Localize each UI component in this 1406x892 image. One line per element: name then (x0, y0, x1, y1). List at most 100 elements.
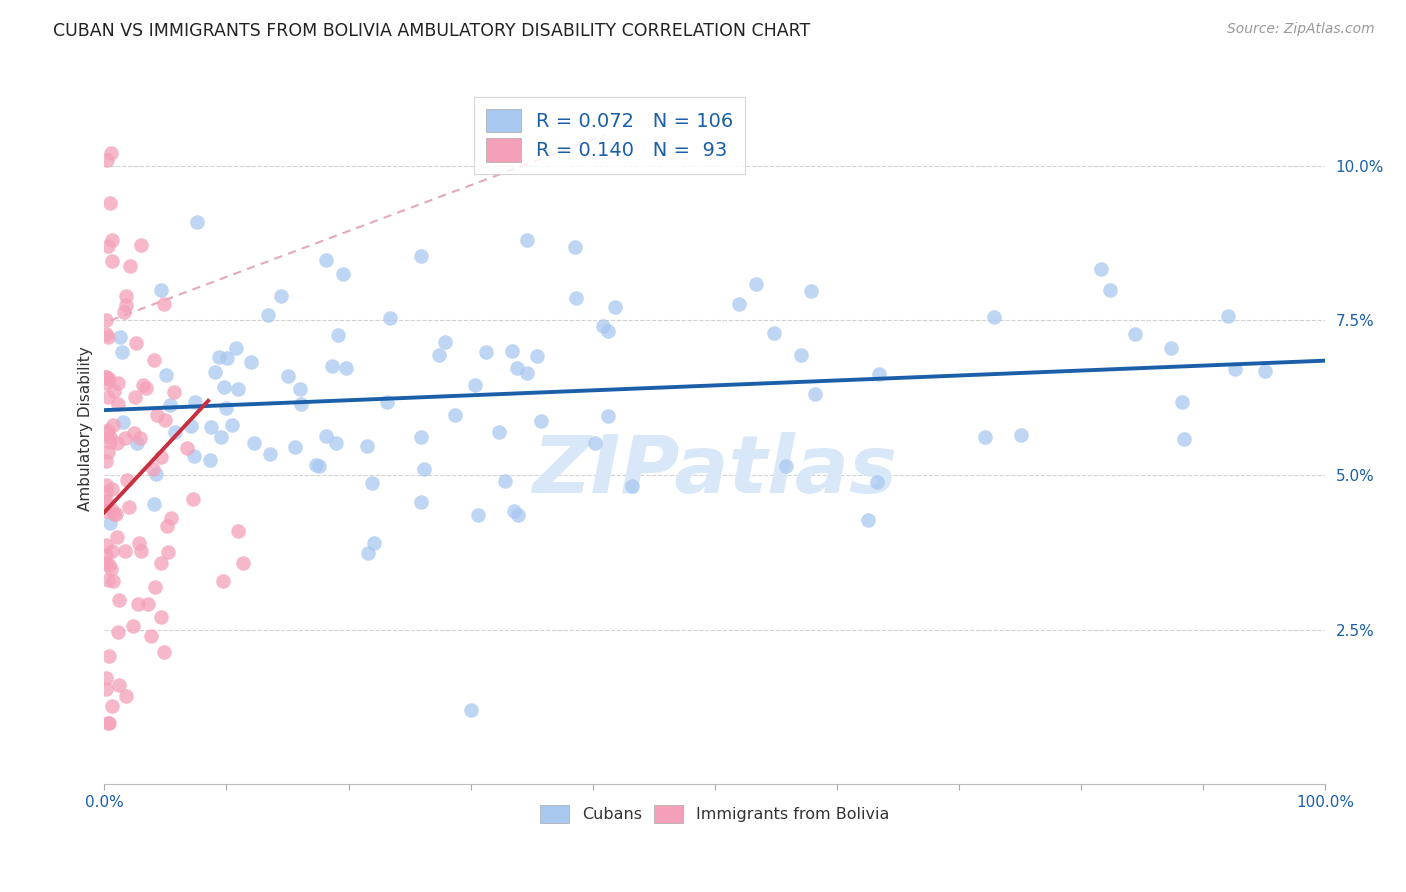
Point (114, 431, 136, 445)
Point (565, 292, 588, 306)
Point (97, 371, 120, 385)
Point (122, 426, 145, 441)
Point (745, 277, 768, 291)
Point (101, 482, 124, 496)
Point (149, 283, 172, 297)
Point (443, 409, 465, 423)
Point (530, 414, 553, 428)
Point (120, 259, 142, 273)
Point (97, 715, 120, 730)
Point (100, 502, 122, 516)
Point (110, 329, 132, 343)
Point (100, 430, 122, 444)
Point (290, 382, 312, 396)
Point (1170, 395, 1192, 409)
Point (111, 345, 134, 359)
Point (1010, 428, 1032, 442)
Point (115, 689, 138, 703)
Point (152, 296, 174, 310)
Point (1099, 283, 1122, 297)
Point (284, 440, 307, 454)
Point (363, 536, 385, 550)
Point (100, 253, 122, 268)
Point (156, 518, 179, 533)
Point (259, 448, 281, 462)
Point (494, 474, 516, 488)
Point (127, 597, 149, 611)
Point (94, 494, 117, 508)
Point (983, 310, 1005, 325)
Point (143, 580, 166, 594)
Point (1160, 342, 1182, 356)
Point (270, 288, 292, 302)
Point (332, 268, 354, 282)
Point (502, 504, 524, 518)
Point (124, 390, 146, 404)
Point (136, 597, 159, 611)
Point (105, 530, 128, 544)
Point (107, 397, 129, 411)
Point (467, 508, 489, 523)
Point (115, 474, 138, 488)
Point (150, 610, 173, 624)
Point (94, 370, 117, 384)
Text: Source: ZipAtlas.com: Source: ZipAtlas.com (1227, 22, 1375, 37)
Point (596, 324, 619, 338)
Point (176, 441, 198, 455)
Point (159, 398, 181, 412)
Point (866, 475, 889, 490)
Point (97, 445, 120, 459)
Point (94, 671, 117, 685)
Point (107, 624, 129, 639)
Point (105, 508, 128, 522)
Point (100, 195, 122, 210)
Point (800, 284, 823, 298)
Point (583, 436, 606, 450)
Point (132, 378, 155, 392)
Point (94, 538, 117, 552)
Point (114, 544, 136, 558)
Point (97, 239, 120, 253)
Point (107, 376, 129, 390)
Point (94, 370, 117, 384)
Point (100, 562, 122, 576)
Point (277, 368, 299, 383)
Point (97, 573, 120, 587)
Point (356, 439, 378, 453)
Point (360, 475, 382, 490)
Point (315, 252, 337, 267)
Text: ZIPatlas: ZIPatlas (533, 433, 897, 510)
Point (1223, 361, 1246, 376)
Point (508, 508, 530, 523)
Point (100, 233, 122, 247)
Point (378, 310, 401, 325)
Point (122, 619, 145, 633)
Point (592, 318, 614, 333)
Point (790, 348, 813, 362)
Point (325, 436, 347, 450)
Point (564, 240, 586, 254)
Point (1123, 327, 1146, 342)
Point (856, 513, 879, 527)
Point (94, 313, 117, 327)
Point (215, 401, 238, 416)
Text: CUBAN VS IMMIGRANTS FROM BOLIVIA AMBULATORY DISABILITY CORRELATION CHART: CUBAN VS IMMIGRANTS FROM BOLIVIA AMBULAT… (53, 22, 811, 40)
Point (125, 435, 148, 450)
Point (103, 507, 125, 521)
Point (96, 426, 118, 441)
Point (526, 350, 548, 364)
Point (256, 309, 278, 323)
Point (225, 341, 247, 355)
Point (868, 368, 890, 382)
Point (200, 419, 222, 434)
Point (94, 556, 117, 570)
Point (94, 454, 117, 468)
Point (115, 298, 138, 312)
Point (240, 355, 263, 369)
Point (155, 368, 177, 382)
Point (411, 430, 433, 444)
Point (105, 436, 128, 450)
Point (434, 334, 457, 349)
Point (596, 409, 619, 423)
Point (115, 289, 138, 303)
